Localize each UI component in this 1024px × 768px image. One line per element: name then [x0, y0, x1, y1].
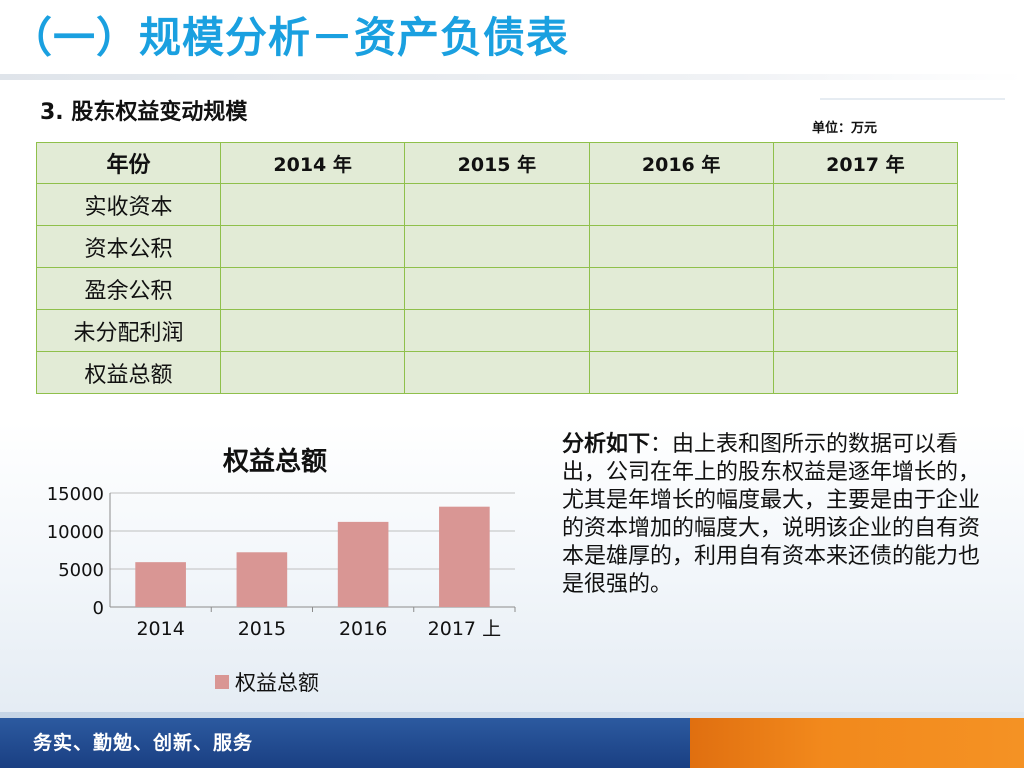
table-cell: [404, 267, 590, 310]
table-cell: [219, 309, 406, 352]
y-tick-label: 0: [93, 598, 104, 619]
title-divider: [0, 74, 1024, 80]
row-label: 未分配利润: [36, 309, 221, 352]
table-cell: [772, 225, 959, 268]
row-label: 实收资本: [36, 183, 221, 226]
footer-slogan: 务实、勤勉、创新、服务: [33, 732, 254, 754]
table-cell: [404, 183, 590, 226]
table-cell: [219, 183, 406, 226]
slide-title: （一）规模分析－资产负债表: [10, 13, 570, 62]
table-header: 年份: [36, 142, 221, 184]
bar: [439, 506, 490, 607]
table-row: 盈余公积: [36, 267, 959, 310]
chart-title: 权益总额: [222, 447, 327, 477]
table-cell: [588, 225, 774, 268]
analysis-text: 分析如下：由上表和图所示的数据可以看出，公司在年上的股东权益是逐年增长的，尤其是…: [562, 431, 982, 599]
bar: [135, 562, 186, 607]
table-cell: [772, 309, 959, 352]
table-row: 实收资本: [36, 183, 959, 226]
legend-swatch: [215, 675, 229, 689]
x-tick-label: 2014: [136, 618, 184, 640]
y-tick-label: 5000: [58, 560, 104, 581]
table-row: 未分配利润: [36, 309, 959, 352]
bar: [236, 552, 288, 607]
equity-table: 年份 2014 年 2015 年 2016 年 2017 年 实收资本 资本公积…: [36, 142, 959, 394]
row-label: 资本公积: [36, 225, 221, 268]
row-label: 盈余公积: [36, 267, 221, 310]
analysis-body: ：由上表和图所示的数据可以看出，公司在年上的股东权益是逐年增长的，尤其是年增长的…: [562, 432, 981, 597]
table-cell: [588, 351, 774, 394]
table-header-row: 年份 2014 年 2015 年 2016 年 2017 年: [36, 142, 959, 184]
section-subtitle: 3. 股东权益变动规模: [40, 100, 248, 125]
bar: [337, 521, 389, 607]
table-cell: [772, 183, 959, 226]
analysis-heading: 分析如下: [562, 432, 651, 457]
table-header: 2016 年: [588, 142, 774, 184]
table-cell: [772, 267, 959, 310]
y-tick-label: 10000: [47, 522, 104, 543]
table-cell: [404, 309, 590, 352]
table-cell: [404, 351, 590, 394]
table-cell: [588, 309, 774, 352]
table-header: 2015 年: [404, 142, 590, 184]
table-header: 2014 年: [219, 142, 406, 184]
table-cell: [219, 351, 406, 394]
table-cell: [219, 267, 406, 310]
legend-label: 权益总额: [235, 671, 319, 695]
table-header: 2017 年: [772, 142, 959, 184]
row-label: 权益总额: [36, 351, 221, 394]
unit-label: 单位：万元: [812, 121, 878, 136]
table-cell: [588, 267, 774, 310]
table-cell: [772, 351, 959, 394]
table-row: 权益总额: [36, 351, 959, 394]
table-cell: [404, 225, 590, 268]
footer-strip: [0, 712, 1024, 718]
x-tick-label: 2015: [238, 618, 286, 640]
x-tick-label: 2016: [339, 618, 387, 640]
table-cell: [219, 225, 406, 268]
table-cell: [588, 183, 774, 226]
unit-divider: [820, 98, 1005, 100]
footer-accent: [690, 718, 1024, 768]
table-row: 资本公积: [36, 225, 959, 268]
y-tick-label: 15000: [47, 484, 104, 505]
x-tick-label: 2017 上: [428, 618, 501, 640]
equity-bar-chart: 权益总额 0 5000 10000 15000 2014 2015 2016 2017 上权益总…: [30, 440, 530, 710]
